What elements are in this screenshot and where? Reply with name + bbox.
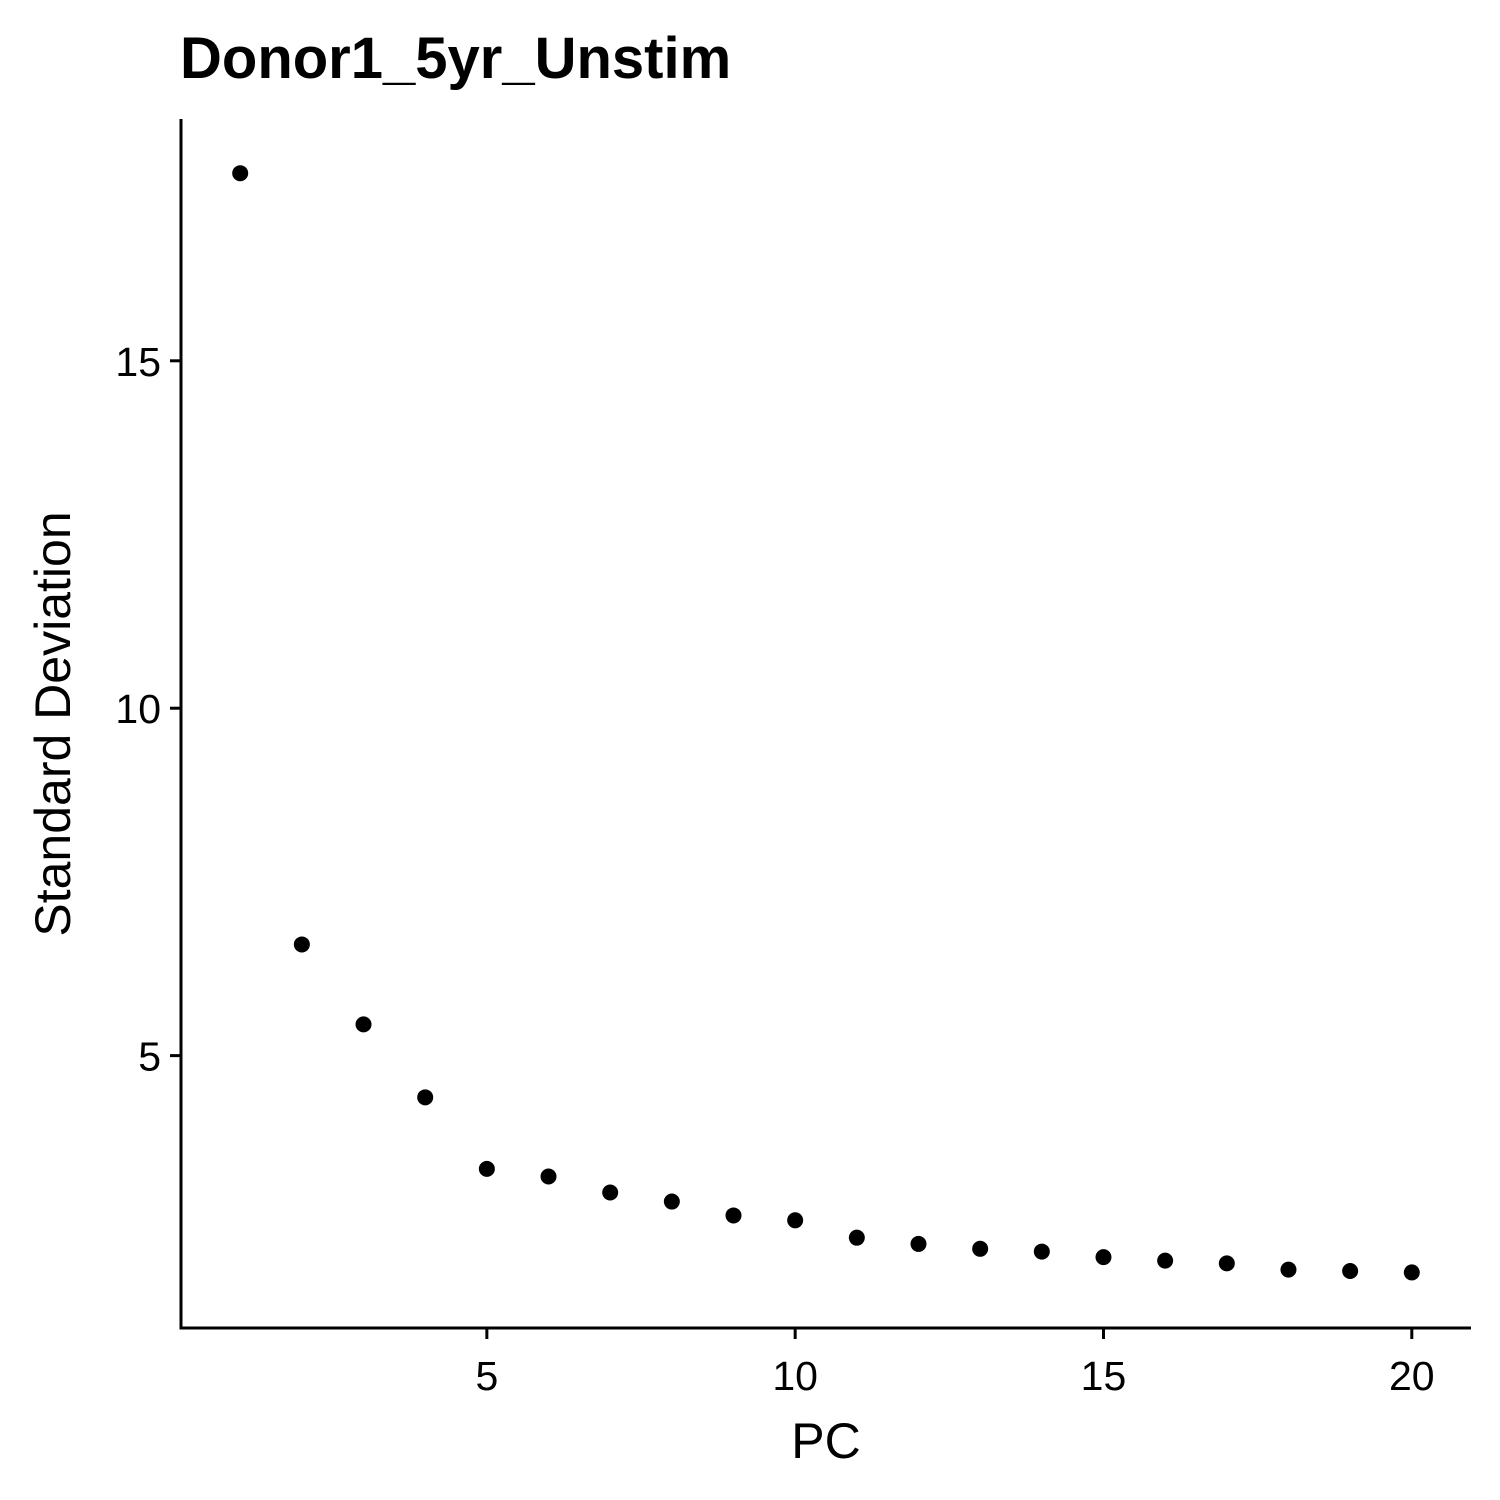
data-point <box>1095 1249 1112 1266</box>
data-point <box>232 165 249 182</box>
x-tick-label: 5 <box>475 1353 498 1399</box>
data-point <box>478 1160 495 1177</box>
x-axis-ticks: 5 10 15 20 <box>475 1328 1435 1399</box>
x-tick-label: 15 <box>1081 1353 1127 1399</box>
data-points <box>232 165 1420 1281</box>
x-tick-label: 10 <box>772 1353 818 1399</box>
data-point <box>663 1193 680 1210</box>
data-point <box>787 1212 804 1229</box>
data-point <box>1033 1243 1050 1260</box>
y-tick-label: 15 <box>115 339 161 385</box>
data-point <box>1280 1261 1297 1278</box>
data-point <box>293 936 310 953</box>
data-point <box>1218 1255 1235 1272</box>
y-tick-label: 10 <box>115 686 161 732</box>
data-point <box>1403 1264 1420 1281</box>
data-point <box>417 1089 434 1106</box>
data-point <box>355 1016 372 1033</box>
y-axis-ticks: 5 10 15 <box>115 339 181 1080</box>
data-point <box>1157 1252 1174 1269</box>
data-point <box>972 1240 989 1257</box>
chart-title: Donor1_5yr_Unstim <box>180 26 731 91</box>
y-axis-title: Standard Deviation <box>25 511 81 936</box>
x-axis-title: PC <box>791 1413 860 1469</box>
data-point <box>1342 1263 1359 1280</box>
data-point <box>725 1207 742 1224</box>
data-point <box>910 1235 927 1252</box>
y-tick-label: 5 <box>138 1034 161 1080</box>
x-tick-label: 20 <box>1389 1353 1435 1399</box>
data-point <box>540 1168 557 1185</box>
data-point <box>602 1184 619 1201</box>
data-point <box>848 1229 865 1246</box>
